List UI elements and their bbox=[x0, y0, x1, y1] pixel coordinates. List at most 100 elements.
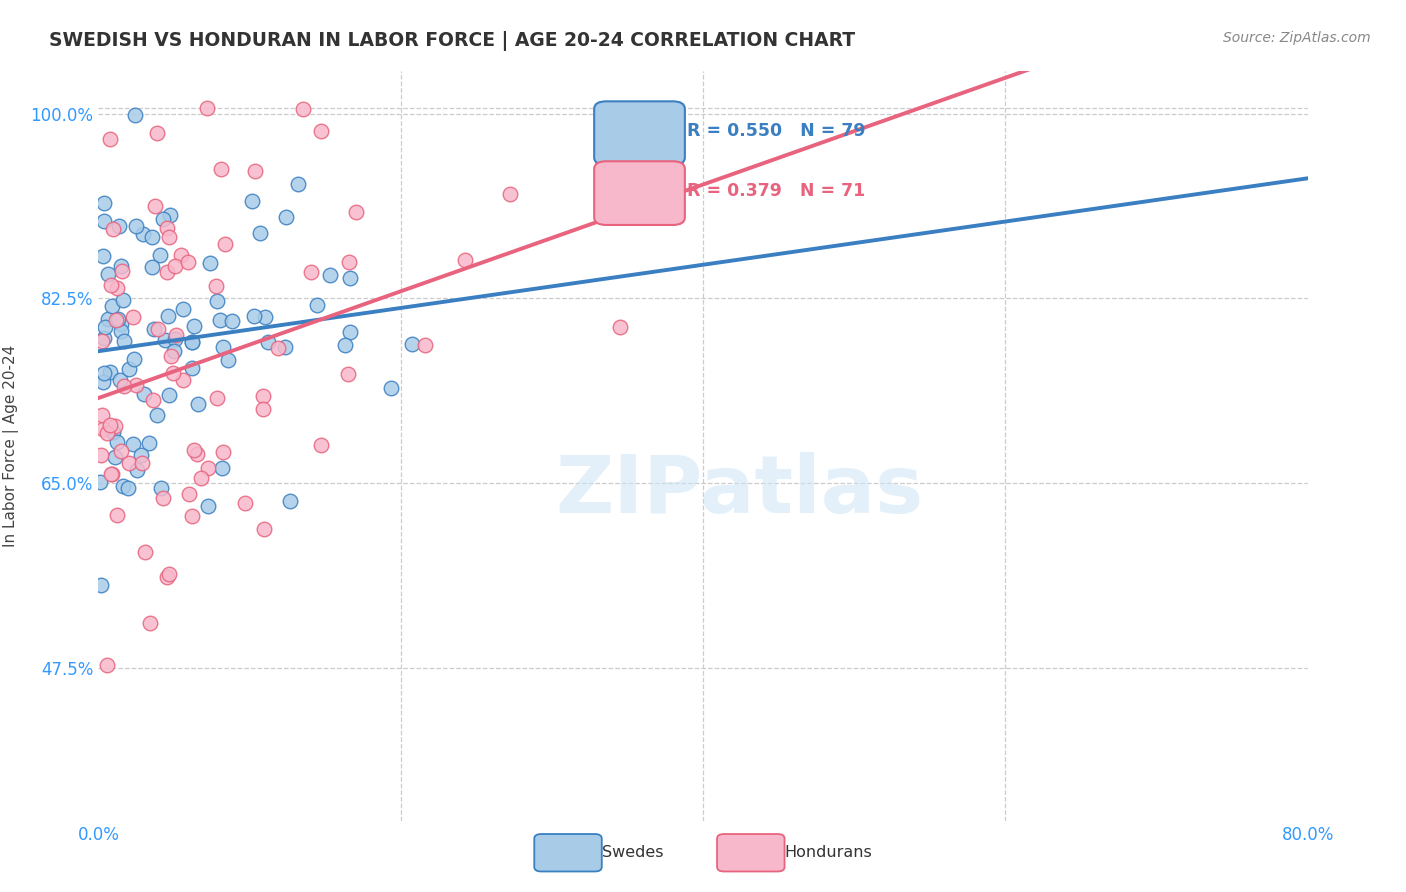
Point bbox=[117, 481, 139, 495]
Point bbox=[91, 376, 114, 390]
Point bbox=[98, 365, 121, 379]
Point bbox=[190, 471, 212, 485]
Point bbox=[153, 333, 176, 347]
Point bbox=[333, 338, 356, 352]
Point bbox=[145, 126, 167, 140]
Point bbox=[197, 461, 219, 475]
Point bbox=[172, 301, 194, 316]
Point bbox=[177, 254, 200, 268]
Point bbox=[249, 227, 271, 241]
Point bbox=[156, 570, 179, 584]
Point bbox=[211, 460, 233, 475]
Point bbox=[221, 314, 243, 328]
Point bbox=[138, 615, 160, 630]
FancyBboxPatch shape bbox=[595, 102, 685, 165]
Point bbox=[97, 311, 120, 326]
Point bbox=[152, 212, 174, 227]
Point bbox=[105, 434, 128, 449]
Point bbox=[278, 493, 301, 508]
Text: Swedes: Swedes bbox=[602, 846, 664, 860]
Point bbox=[112, 293, 135, 307]
Point bbox=[183, 319, 205, 334]
Point bbox=[141, 230, 163, 244]
Point bbox=[93, 367, 115, 381]
Point bbox=[162, 366, 184, 380]
Point bbox=[110, 444, 132, 458]
Point bbox=[256, 334, 278, 349]
Point bbox=[141, 260, 163, 274]
Point bbox=[212, 445, 235, 459]
Point bbox=[93, 320, 115, 334]
Point bbox=[252, 389, 274, 403]
Point bbox=[96, 658, 118, 673]
Point bbox=[186, 447, 208, 461]
Point bbox=[143, 199, 166, 213]
Point bbox=[110, 318, 132, 332]
Point bbox=[274, 340, 297, 354]
Point bbox=[91, 250, 114, 264]
Point bbox=[187, 397, 209, 411]
Point bbox=[177, 487, 200, 501]
Point bbox=[217, 352, 239, 367]
Point bbox=[214, 236, 236, 251]
Point bbox=[93, 331, 115, 345]
Point bbox=[157, 567, 180, 582]
Point bbox=[243, 310, 266, 324]
Point bbox=[125, 463, 148, 477]
Point bbox=[266, 341, 288, 355]
Point bbox=[165, 332, 187, 346]
Point bbox=[110, 259, 132, 273]
Point bbox=[337, 255, 360, 269]
Point bbox=[89, 475, 111, 490]
Point bbox=[253, 522, 276, 536]
Point bbox=[121, 437, 143, 451]
Point bbox=[200, 255, 222, 269]
Point bbox=[157, 387, 180, 401]
Point bbox=[181, 509, 204, 524]
Point bbox=[380, 380, 402, 394]
Point bbox=[107, 312, 129, 326]
Point bbox=[274, 211, 297, 225]
Point bbox=[101, 467, 124, 482]
Point bbox=[100, 277, 122, 292]
Point bbox=[453, 252, 475, 267]
Point bbox=[149, 248, 172, 262]
Point bbox=[183, 443, 205, 458]
Point bbox=[205, 279, 228, 293]
Point bbox=[337, 367, 360, 381]
Point bbox=[108, 219, 131, 233]
Text: R = 0.550   N = 79: R = 0.550 N = 79 bbox=[688, 121, 866, 140]
Point bbox=[105, 281, 128, 295]
Point bbox=[142, 393, 165, 408]
Point bbox=[197, 500, 219, 514]
Point bbox=[209, 162, 232, 177]
Point bbox=[125, 378, 148, 392]
Point bbox=[93, 195, 115, 210]
Point bbox=[118, 456, 141, 470]
Point bbox=[129, 448, 152, 462]
Point bbox=[134, 544, 156, 558]
Point bbox=[413, 338, 436, 352]
Point bbox=[287, 178, 309, 192]
Point bbox=[195, 101, 218, 115]
Point bbox=[181, 360, 204, 375]
Point bbox=[169, 248, 191, 262]
Point bbox=[110, 324, 132, 338]
Point bbox=[309, 438, 332, 452]
Text: R = 0.379   N = 71: R = 0.379 N = 71 bbox=[688, 182, 866, 200]
Point bbox=[159, 349, 181, 363]
Point bbox=[152, 491, 174, 506]
Point bbox=[131, 456, 153, 470]
Point bbox=[318, 268, 340, 283]
Point bbox=[253, 310, 276, 325]
Point bbox=[132, 227, 155, 241]
Point bbox=[112, 378, 135, 392]
Point bbox=[112, 334, 135, 348]
Point bbox=[243, 163, 266, 178]
Point bbox=[104, 450, 127, 465]
Text: ZIPatlas: ZIPatlas bbox=[555, 452, 924, 530]
Point bbox=[212, 341, 235, 355]
Point bbox=[98, 132, 121, 146]
Point bbox=[156, 265, 179, 279]
Point bbox=[172, 373, 194, 387]
